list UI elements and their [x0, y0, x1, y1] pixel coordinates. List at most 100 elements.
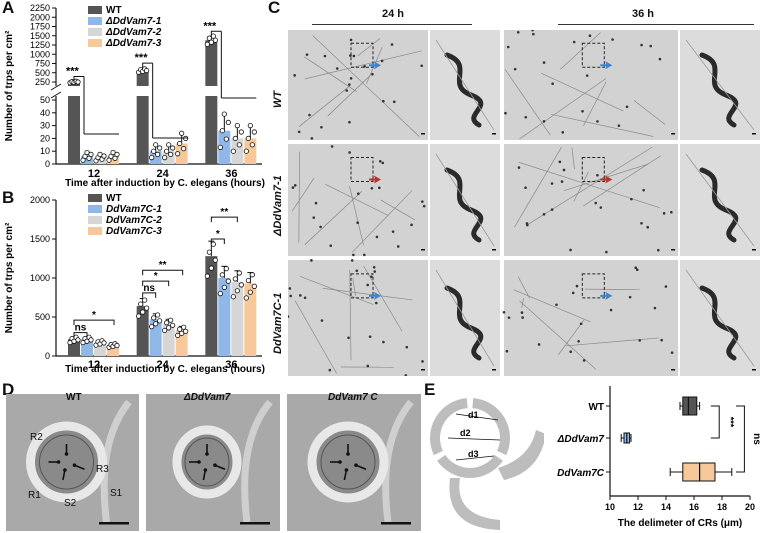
inset-box	[581, 42, 605, 68]
data-point	[164, 320, 170, 326]
trap-dot	[628, 295, 632, 299]
y-tick-label: 1000	[30, 273, 50, 283]
data-point	[236, 142, 242, 148]
d-title-complement: DdVam7 C	[328, 392, 378, 403]
data-point	[162, 155, 168, 161]
trap-dot	[670, 210, 673, 214]
trap-dot	[381, 161, 385, 165]
trap-dot	[421, 360, 424, 363]
time-header-36h: 36 h	[631, 8, 654, 20]
trap-dot	[405, 345, 409, 349]
data-point	[221, 111, 227, 117]
trap-dot	[396, 245, 400, 248]
hypha	[380, 199, 416, 221]
x-tick-label: 10	[605, 502, 615, 512]
trap-dot	[288, 315, 290, 318]
trap-dot	[293, 184, 297, 187]
data-point	[247, 289, 253, 295]
constricting-ring	[307, 421, 389, 503]
trap-dot	[410, 223, 413, 227]
trap-dot	[635, 268, 639, 271]
x-tick-label: 12	[88, 359, 100, 371]
data-point	[101, 153, 107, 159]
data-point	[243, 295, 249, 301]
trap-dot	[378, 186, 381, 190]
significance-label: ns	[75, 323, 87, 334]
x-tick-label: 36	[225, 359, 237, 371]
data-point	[217, 291, 223, 297]
trap-dot	[560, 180, 564, 183]
trap-dot	[555, 303, 558, 307]
row-label-complement: DdVam7C-1	[272, 292, 284, 354]
row-label-mutant: ΔDdVam7-1	[272, 175, 284, 236]
data-point	[249, 142, 255, 148]
trap-dot	[649, 44, 653, 48]
scale-bar	[381, 522, 411, 525]
trap-dot	[314, 201, 318, 205]
x-tick-label: 12	[88, 168, 100, 180]
trap-dot	[370, 186, 374, 190]
trap-dot	[657, 248, 660, 252]
sig-bracket	[210, 30, 222, 38]
y-tick-label: 2000	[30, 12, 50, 22]
data-point	[217, 144, 223, 150]
arrow-head	[354, 463, 358, 467]
hypha	[583, 155, 661, 207]
trap-dot	[516, 31, 520, 34]
significance-label: ***	[135, 52, 149, 64]
panel-label-e: E	[424, 380, 436, 399]
trap-dot	[357, 192, 360, 196]
trap-dot	[382, 99, 385, 103]
trap-dot	[653, 306, 657, 310]
arrow-head	[213, 463, 217, 467]
data-point	[204, 273, 210, 279]
trap-dot	[348, 83, 351, 86]
arrow-head	[63, 468, 67, 472]
y-tick-label: 20	[40, 133, 50, 143]
trap-dot	[617, 124, 621, 127]
time-header-24h: 24 h	[381, 8, 404, 20]
significance-label: **	[159, 260, 167, 271]
trap-dot	[662, 212, 666, 215]
y-tick-label: DdVam7C	[557, 468, 605, 479]
data-point	[225, 119, 231, 126]
trap-dot	[320, 125, 323, 129]
hypha	[304, 50, 422, 80]
trap-dot	[551, 82, 554, 86]
data-point	[101, 340, 107, 346]
trap-dot	[502, 310, 506, 314]
inset-box	[350, 42, 374, 68]
data-point	[238, 129, 244, 135]
data-point	[210, 241, 216, 247]
panel-label-b: B	[2, 188, 15, 207]
hypha	[521, 297, 524, 308]
hypha	[322, 287, 413, 301]
legend-label: WT	[106, 193, 122, 204]
hypha	[298, 151, 300, 243]
data-point	[153, 321, 159, 327]
data-point	[247, 123, 253, 129]
data-point	[166, 142, 172, 148]
legend-swatch	[88, 39, 102, 47]
data-point	[157, 145, 163, 151]
trap-dot	[404, 374, 408, 376]
sig-bracket	[210, 238, 225, 244]
hypha	[517, 276, 530, 299]
trap-dot	[382, 340, 385, 344]
y-tick-label: 2250	[30, 3, 50, 13]
data-point	[251, 129, 257, 135]
trap-dot	[658, 57, 662, 61]
hypha	[100, 399, 132, 523]
hypha	[325, 183, 389, 216]
y-tick-label: 1250	[30, 40, 50, 50]
y-tick-label: 2000	[30, 195, 50, 205]
trap-dot	[542, 61, 546, 64]
data-point	[206, 249, 212, 255]
x-axis-title: The delimeter of CRs (μm)	[618, 518, 742, 529]
arrow-head	[64, 452, 69, 456]
hypha	[300, 276, 374, 305]
trap-dot	[537, 343, 541, 346]
trap-dot	[348, 151, 351, 154]
legend-label: ΔDdVam7-2	[105, 27, 162, 38]
inset-box	[350, 156, 374, 182]
